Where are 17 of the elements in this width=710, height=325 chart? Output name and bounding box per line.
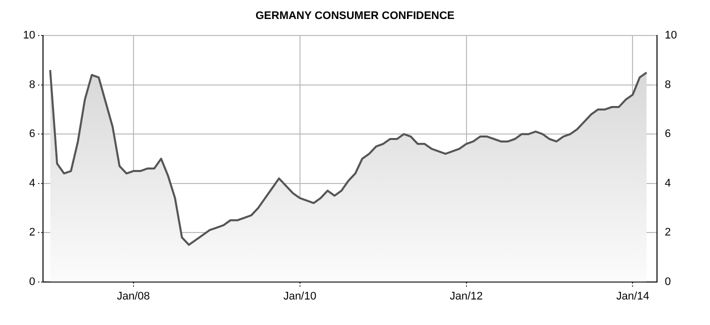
y-tick-label: 6 bbox=[29, 128, 36, 140]
x-tick-label: Jan/12 bbox=[450, 290, 483, 302]
y2-tick-label: 6 bbox=[664, 128, 671, 140]
y2-tick-label: 4 bbox=[664, 177, 671, 190]
y2-tick-label: 10 bbox=[664, 30, 678, 42]
chart-title: GERMANY CONSUMER CONFIDENCE bbox=[254, 10, 456, 22]
y2-tick-label: 0 bbox=[664, 276, 671, 288]
x-tick-label: Jan/14 bbox=[616, 290, 650, 302]
y-tick-label: 8 bbox=[29, 78, 36, 91]
x-tick-label: Jan/08 bbox=[116, 290, 150, 302]
y-tick-label: 2 bbox=[29, 226, 36, 239]
y-tick-label: 10 bbox=[22, 30, 36, 42]
y2-tick-label: 8 bbox=[664, 78, 671, 91]
y-tick-label: 4 bbox=[29, 177, 36, 190]
y2-tick-label: 2 bbox=[664, 226, 671, 239]
x-tick-label: Jan/10 bbox=[283, 290, 316, 302]
y-tick-label: 0 bbox=[29, 276, 36, 288]
